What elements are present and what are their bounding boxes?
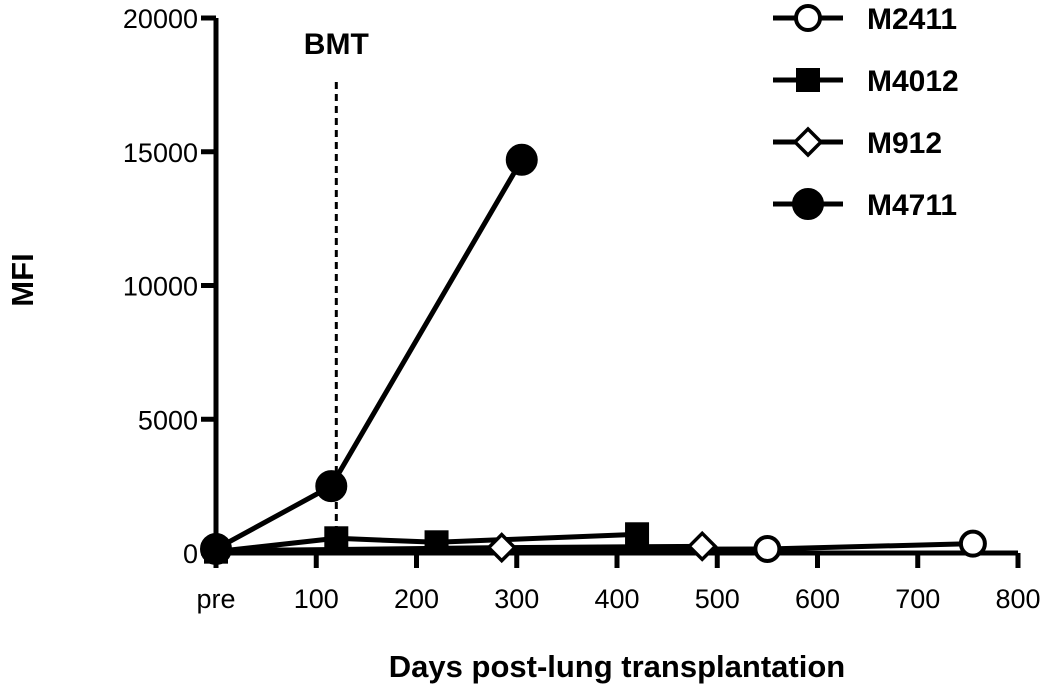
x-tick-label: 800 <box>995 584 1040 614</box>
data-point <box>958 529 987 558</box>
x-tick-label: 400 <box>594 584 639 614</box>
legend-label: M4711 <box>867 189 957 222</box>
legend-marker <box>792 126 824 158</box>
y-tick-label: 5000 <box>138 405 198 435</box>
series-layer <box>200 143 987 567</box>
legend-marker <box>792 188 824 220</box>
legend-label: M4012 <box>867 65 959 98</box>
data-point <box>486 532 518 564</box>
data-point <box>315 470 348 503</box>
x-tick-label: 500 <box>695 584 740 614</box>
series-m4711 <box>200 143 538 565</box>
x-tick-label: 700 <box>895 584 940 614</box>
y-tick-label: 20000 <box>123 4 198 34</box>
x-tick-label: 100 <box>294 584 339 614</box>
legend-marker <box>796 68 820 92</box>
legend-item-m4711: M4711 <box>773 188 957 222</box>
legend: M2411 M4012 M912 M4711 <box>773 3 959 222</box>
legend-label: M2411 <box>867 3 957 36</box>
legend-label: M912 <box>867 127 942 160</box>
data-point <box>505 143 538 176</box>
data-point <box>753 534 782 563</box>
x-axis-title: Days post-lung transplantation <box>389 649 845 684</box>
data-point <box>625 522 650 547</box>
data-point <box>686 530 718 562</box>
y-axis-title: MFI <box>5 253 40 306</box>
y-tick-label: 0 <box>183 539 198 569</box>
legend-item-m912: M912 <box>773 126 942 160</box>
series-line <box>215 531 638 555</box>
legend-item-m2411: M2411 <box>773 3 957 36</box>
y-tick-label: 15000 <box>123 138 198 168</box>
x-tick-label: 200 <box>394 584 439 614</box>
annotation-layer: BMT <box>304 28 369 553</box>
axes: 0 5000 10000 15000 20000 pre 100 200 300 400 500 60… <box>123 4 1041 614</box>
data-point <box>200 532 232 565</box>
x-tick-label: 600 <box>795 584 840 614</box>
y-tick-label: 10000 <box>123 272 198 302</box>
x-tick-label: pre <box>196 584 235 614</box>
series-m4012 <box>204 522 650 564</box>
bmt-annotation-label: BMT <box>304 28 369 61</box>
series-line <box>214 158 524 552</box>
data-point <box>324 526 349 551</box>
legend-marker <box>794 4 822 32</box>
x-tick-label: 300 <box>494 584 539 614</box>
legend-item-m4012: M4012 <box>773 65 959 98</box>
